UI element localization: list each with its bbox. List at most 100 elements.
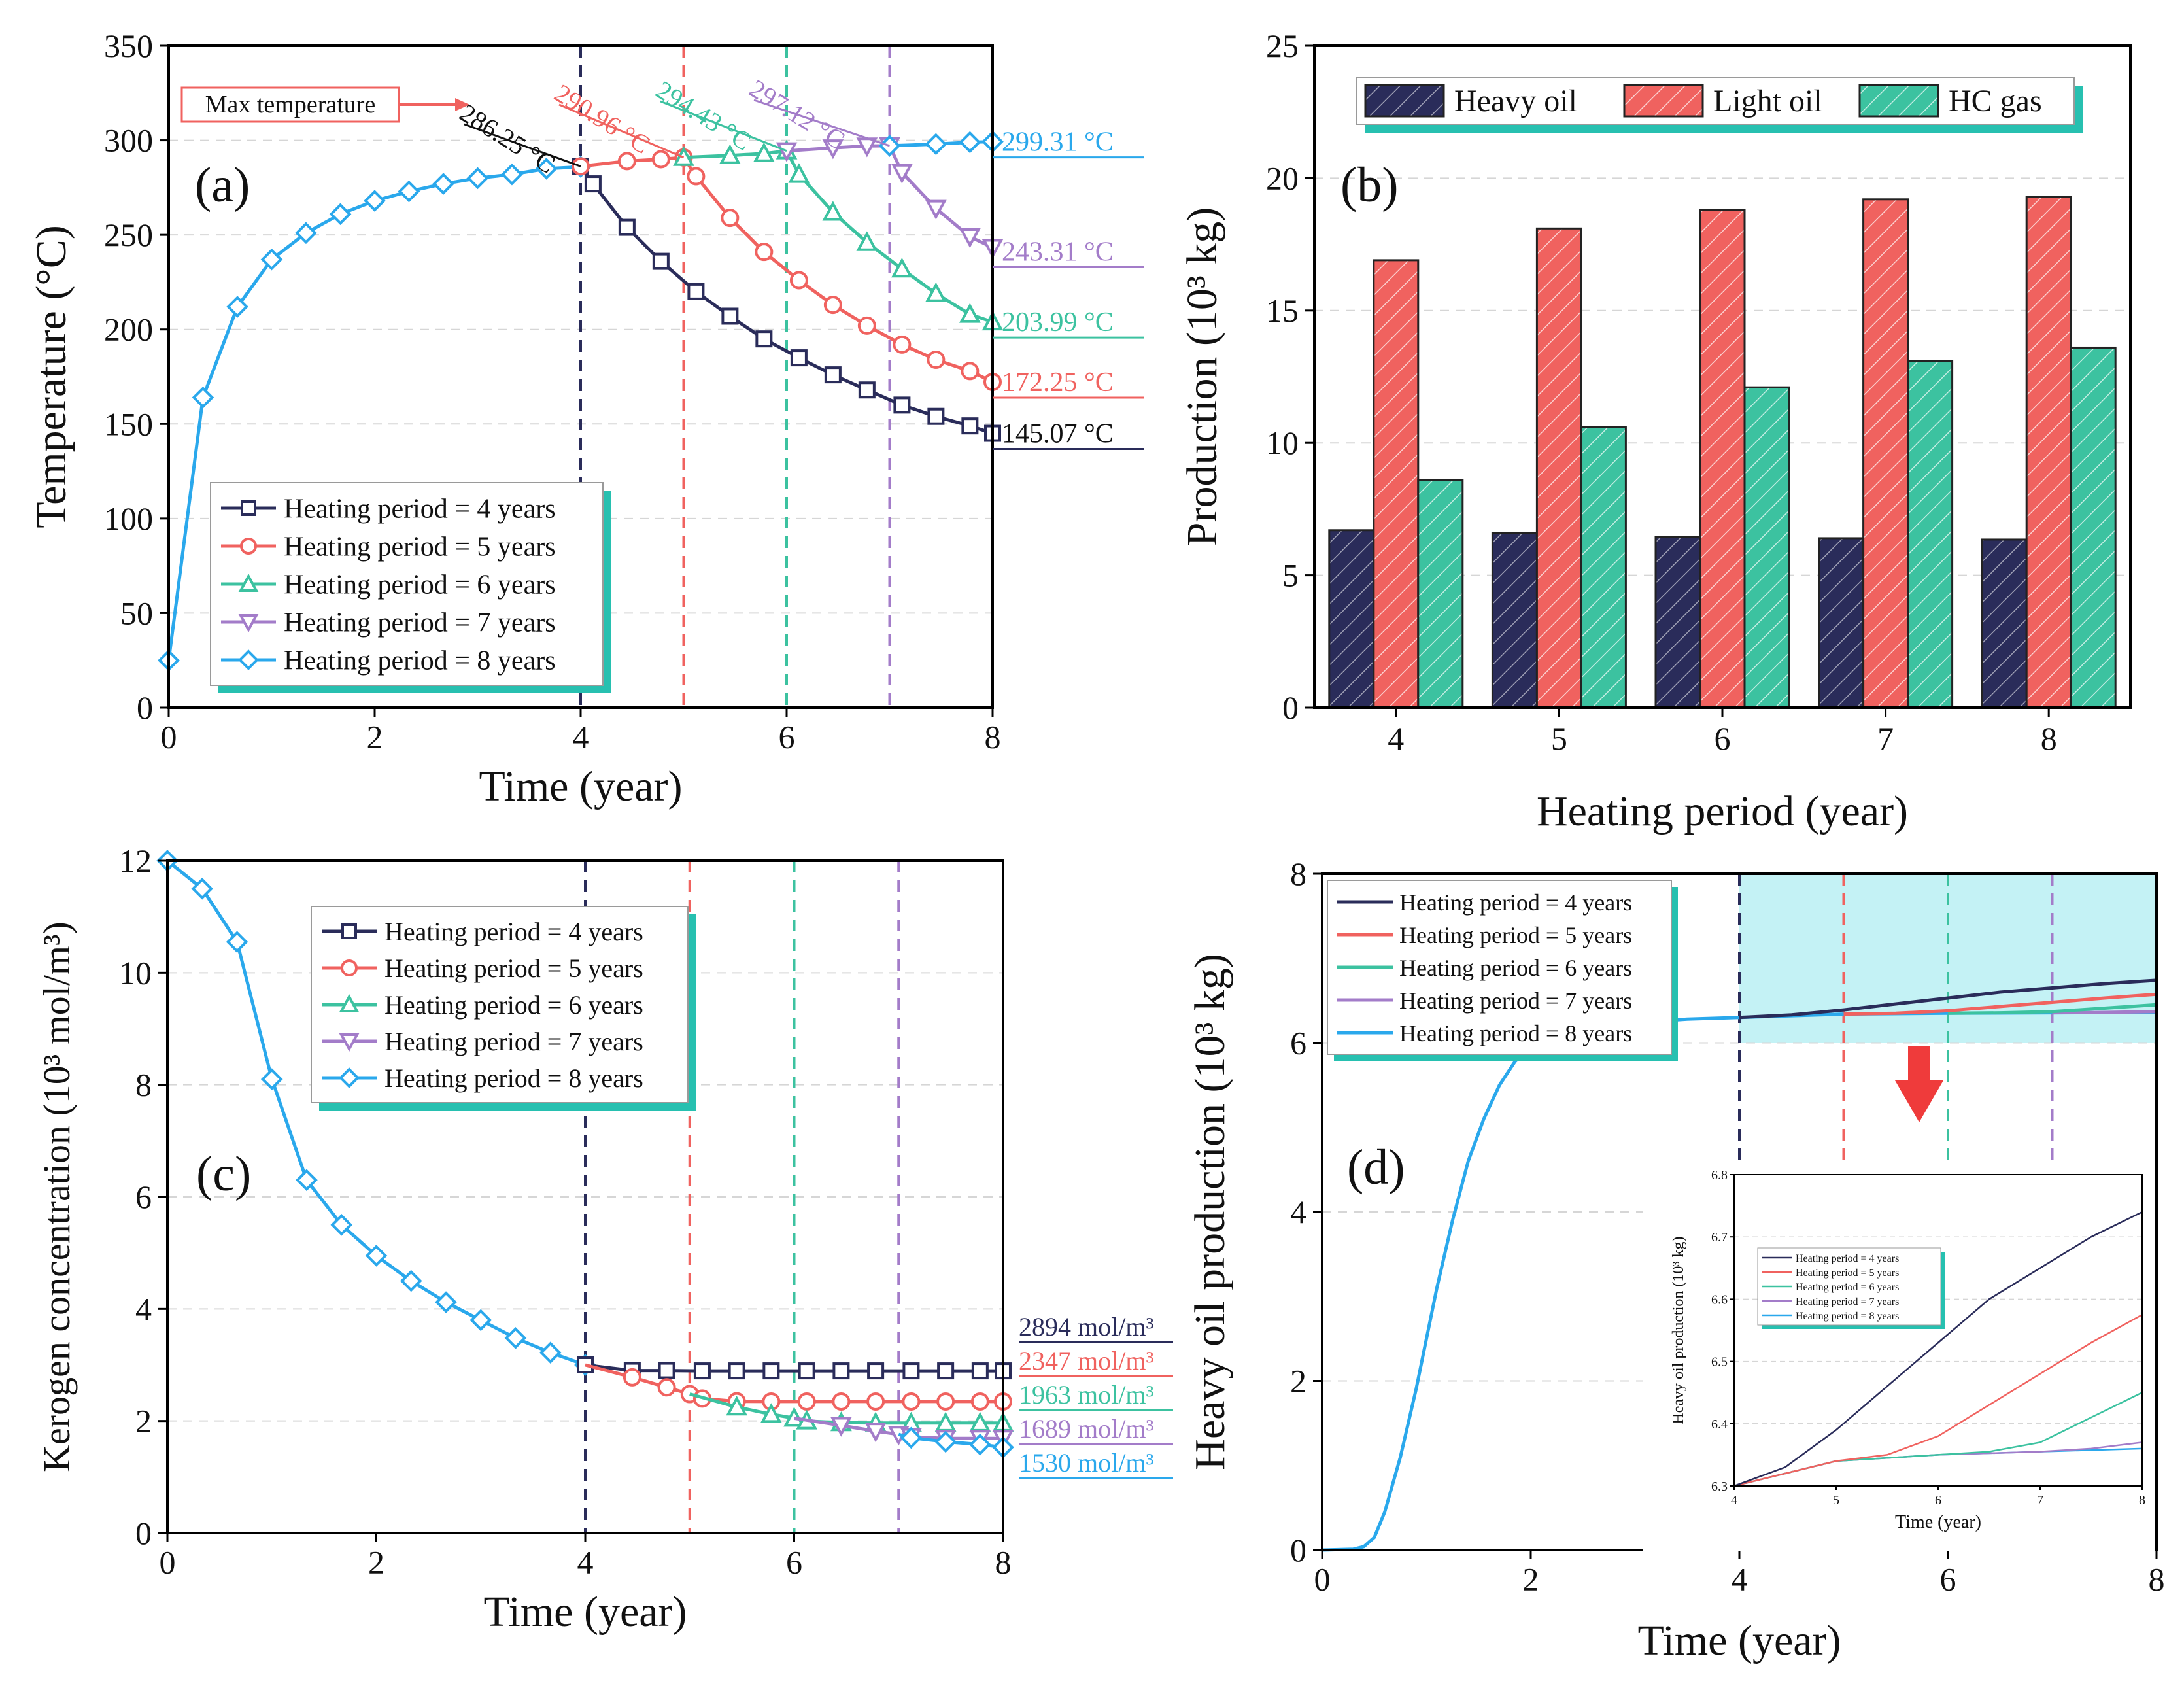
data-point <box>891 164 913 184</box>
x-tick-label: 4 <box>1732 1561 1748 1598</box>
max-arrow-head <box>455 98 469 111</box>
data-point <box>721 307 739 325</box>
y-tick-label: 12 <box>119 842 152 879</box>
panel-b-production: 4 5 6 7 8 0 5 10 15 20 25 Heating period (year) Prod… <box>1178 27 2132 835</box>
y-tick-label: 4 <box>1290 1194 1306 1230</box>
y-tick-label: 150 <box>104 405 153 442</box>
data-point <box>902 1392 921 1411</box>
legend-entry: Light oil <box>1713 84 1822 118</box>
x-axis-title: Time (year) <box>484 1588 687 1636</box>
inset-legend-entry: Heating period = 7 years <box>1796 1296 1899 1307</box>
end-temperature-label: 243.31 °C <box>1002 237 1114 267</box>
data-point <box>191 878 214 900</box>
data-point <box>755 330 773 348</box>
data-point <box>755 243 774 262</box>
inset-x-tick-label: 6 <box>1935 1493 1941 1508</box>
legend-entry: Heating period = 4 years <box>384 917 643 946</box>
data-point <box>339 993 360 1012</box>
data-point <box>858 381 876 399</box>
data-point <box>822 139 844 160</box>
y-tick-label: 350 <box>104 27 153 64</box>
data-point <box>719 144 741 164</box>
x-tick-label: 4 <box>573 719 589 755</box>
series-line <box>2052 1010 2157 1015</box>
y-tick-label: 5 <box>1282 557 1299 594</box>
x-tick-label: 8 <box>995 1544 1012 1581</box>
panel-label: (a) <box>195 158 250 213</box>
data-point <box>539 1341 562 1364</box>
inset-y-tick-label: 6.3 <box>1711 1479 1728 1494</box>
end-concentration-label: 1963 mol/m³ <box>1019 1380 1153 1409</box>
legend-entry: Heating period = 5 years <box>284 532 556 562</box>
data-point <box>900 1426 923 1449</box>
x-tick-label: 2 <box>1523 1561 1539 1598</box>
data-point <box>398 180 420 203</box>
inset-legend-entry: Heating period = 8 years <box>1796 1311 1899 1322</box>
inset-x-tick-label: 5 <box>1833 1493 1839 1508</box>
y-tick-label: 8 <box>135 1067 152 1103</box>
legend-entry: Heating period = 4 years <box>284 494 556 525</box>
x-tick-label: 2 <box>368 1544 384 1581</box>
y-tick-label: 0 <box>137 689 153 726</box>
data-point <box>341 959 358 976</box>
inset-x-tick-label: 7 <box>2037 1493 2043 1508</box>
data-point <box>501 163 523 186</box>
y-tick-label: 20 <box>1266 160 1299 196</box>
data-point <box>618 218 636 236</box>
data-point <box>866 1392 885 1411</box>
data-point <box>790 349 808 367</box>
x-tick-label: 0 <box>161 719 177 755</box>
data-point <box>226 296 248 318</box>
legend-entry: Heating period = 8 years <box>1399 1020 1632 1046</box>
data-point <box>365 1245 388 1267</box>
end-temperature-label: 299.31 °C <box>1002 128 1114 158</box>
data-point <box>238 614 259 633</box>
data-point <box>937 1362 955 1380</box>
inset-y-tick-label: 6.7 <box>1711 1230 1728 1245</box>
data-point <box>959 131 981 154</box>
y-tick-label: 200 <box>104 311 153 348</box>
inset-legend-entry: Heating period = 6 years <box>1796 1282 1899 1293</box>
bar-hc-gas <box>1743 386 1790 709</box>
y-tick-label: 2 <box>1290 1363 1306 1400</box>
bar-heavy-oil <box>1654 536 1701 709</box>
y-tick-label: 0 <box>1290 1532 1306 1568</box>
y-tick-label: 0 <box>1282 689 1299 726</box>
data-point <box>925 199 947 220</box>
bar-hc-gas <box>1417 479 1464 709</box>
data-point <box>238 573 259 592</box>
data-point <box>822 201 844 221</box>
data-point <box>961 417 979 435</box>
legend-swatch <box>1364 84 1445 118</box>
panel-a-temperature: 0 2 4 6 8 0 50 100 150 200 250 300 350 Time (year) Tem… <box>27 27 1144 810</box>
data-point <box>651 150 670 169</box>
data-point <box>798 1362 815 1380</box>
data-point <box>824 366 842 384</box>
data-point <box>535 158 558 180</box>
legend-entry: Heating period = 6 years <box>384 990 643 1020</box>
legend-entry: Heavy oil <box>1454 84 1577 118</box>
y-tick-label: 2 <box>135 1403 152 1440</box>
end-temperature-label: 203.99 °C <box>1002 307 1114 337</box>
data-point <box>970 1392 989 1411</box>
data-point <box>832 1362 850 1380</box>
data-point <box>687 167 706 186</box>
x-tick-label: 7 <box>1877 720 1894 757</box>
y-tick-label: 0 <box>135 1515 152 1551</box>
bar-hc-gas <box>2070 346 2117 709</box>
inset-y-tick-label: 6.4 <box>1711 1417 1728 1432</box>
data-point <box>728 1362 745 1380</box>
panel-label: (c) <box>196 1147 251 1201</box>
data-point <box>260 1068 283 1090</box>
y-tick-label: 8 <box>1290 855 1306 892</box>
series-line <box>889 140 993 148</box>
data-point <box>469 1309 492 1332</box>
y-axis-title: Production (10³ kg) <box>1178 207 1226 546</box>
bar-light-oil <box>2025 196 2072 709</box>
bar-heavy-oil <box>1818 537 1865 709</box>
legend-entry: Heating period = 7 years <box>284 608 556 638</box>
data-point <box>329 203 352 226</box>
end-concentration-label: 2347 mol/m³ <box>1019 1346 1153 1375</box>
data-point <box>830 1417 852 1437</box>
